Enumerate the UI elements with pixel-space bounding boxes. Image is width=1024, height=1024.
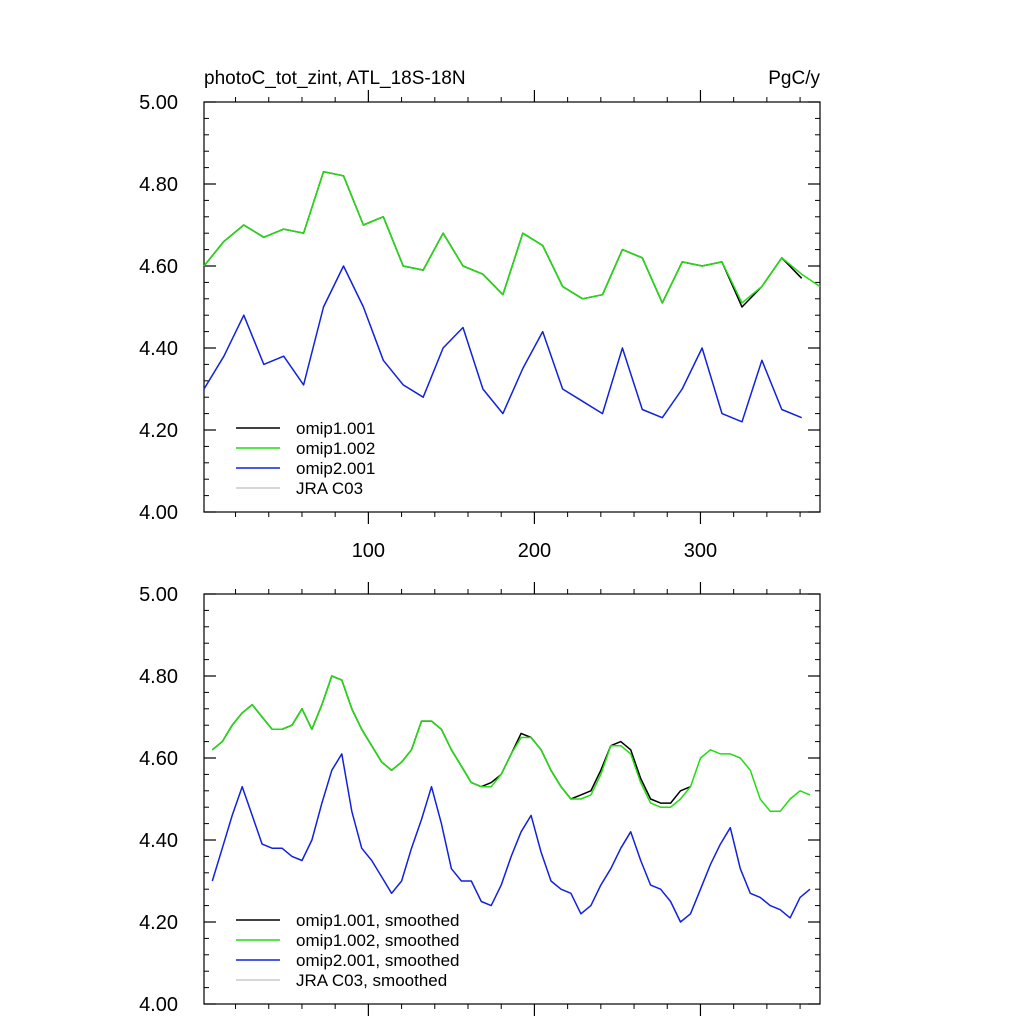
x-tick-label: 200: [518, 540, 551, 562]
series-line-1: [211, 675, 811, 813]
y-tick-label: 5.00: [139, 92, 178, 114]
series-line-2: [203, 265, 802, 423]
y-tick-label: 4.60: [139, 256, 178, 278]
plot-frame: [203, 101, 821, 513]
series-layer: [211, 675, 811, 923]
series-line-1: [203, 170, 821, 304]
chart-units: PgC/y: [768, 68, 820, 89]
legend-label: omip1.002: [296, 439, 375, 458]
y-tick-label: 4.80: [139, 666, 178, 688]
axes-layer: 4.00 4.20 4.40 4.60 4.80 5.00 100 200 300: [139, 90, 821, 562]
series-layer: [203, 170, 821, 423]
legend-label: JRA C03, smoothed: [296, 971, 447, 990]
y-tick-label: 4.40: [139, 338, 178, 360]
x-tick-label: 300: [684, 540, 717, 562]
chart-title: photoC_tot_zint, ATL_18S-18N: [204, 68, 466, 89]
y-tick-label: 4.60: [139, 748, 178, 770]
series-line-0: [211, 675, 691, 804]
legend-label: omip2.001: [296, 459, 375, 478]
series-line-0: [203, 170, 803, 308]
axes-layer: 4.00 4.20 4.40 4.60 4.80 5.00: [139, 582, 821, 1016]
y-tick-label: 4.20: [139, 420, 178, 442]
y-tick-label: 4.20: [139, 912, 178, 934]
top-panel: photoC_tot_zint, ATL_18S-18N PgC/y 4.004…: [139, 68, 821, 562]
y-tick-label: 4.00: [139, 502, 178, 524]
series-line-2: [211, 753, 811, 923]
y-tick-label: 4.80: [139, 174, 178, 196]
x-tick-label: 100: [352, 540, 385, 562]
legend-label: JRA C03: [296, 479, 363, 498]
plot-frame: [203, 593, 821, 1005]
y-tick-label: 4.00: [139, 994, 178, 1016]
legend-label: omip1.002, smoothed: [296, 931, 460, 950]
legend-label: omip1.001, smoothed: [296, 911, 460, 930]
y-tick-label: 5.00: [139, 584, 178, 606]
bottom-panel: 4.00 4.20 4.40 4.60 4.80 5.00 omip1.001, smoo…: [139, 582, 821, 1016]
y-tick-label: 4.40: [139, 830, 178, 852]
legend-label: omip1.001: [296, 419, 375, 438]
legend-label: omip2.001, smoothed: [296, 951, 460, 970]
